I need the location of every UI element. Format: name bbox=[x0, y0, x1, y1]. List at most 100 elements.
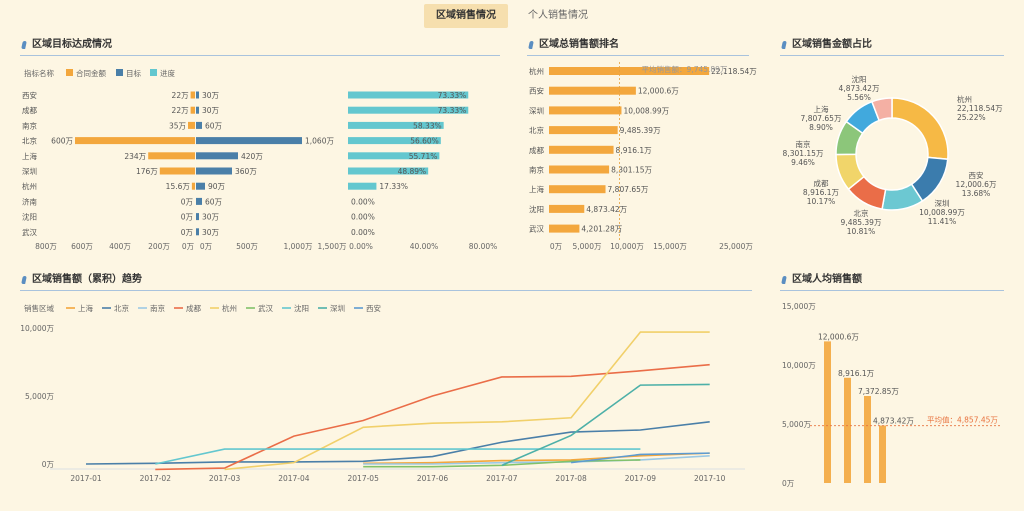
progress-bar bbox=[348, 167, 429, 175]
slice-percent-label: 8.90% bbox=[809, 123, 833, 132]
progress-bar bbox=[348, 182, 377, 190]
x-tick-progress: 0.00% bbox=[349, 242, 373, 251]
target-bar bbox=[196, 91, 199, 99]
target-bar bbox=[196, 121, 202, 129]
slice-percent-label: 13.68% bbox=[962, 189, 991, 198]
x-tick: 2017-03 bbox=[209, 474, 241, 483]
contract-bar bbox=[190, 91, 195, 99]
legend-label: 上海 bbox=[78, 303, 93, 313]
x-tick: 2017-02 bbox=[140, 474, 172, 483]
legend-label: 进度 bbox=[160, 68, 175, 78]
legend-label: 合同金额 bbox=[76, 68, 106, 78]
tab-personal-sales[interactable]: 个人销售情况 bbox=[528, 10, 588, 21]
legend-label: 目标 bbox=[126, 68, 141, 78]
slice-value-label: 22,118.54万 bbox=[957, 104, 1003, 113]
category-label: 北京 bbox=[529, 125, 544, 135]
legend-label: 西安 bbox=[366, 303, 381, 313]
category-label: 杭州 bbox=[22, 181, 37, 191]
target-value-label: 30万 bbox=[202, 228, 220, 237]
category-label: 杭州 bbox=[529, 66, 544, 76]
target-value-label: 60万 bbox=[205, 121, 223, 130]
x-tick-target: 1,000万 bbox=[284, 242, 313, 251]
sales-bar bbox=[549, 126, 618, 135]
sales-bar bbox=[549, 145, 614, 154]
slice-name-label: 南京 bbox=[796, 139, 811, 149]
y-tick: 15,000万 bbox=[782, 302, 816, 311]
slice-percent-label: 9.46% bbox=[791, 158, 815, 167]
percapita-bar bbox=[824, 341, 831, 483]
y-tick: 10,000万 bbox=[20, 324, 54, 333]
x-tick-target: 1,500万 bbox=[318, 242, 347, 251]
slice-name-label: 成都 bbox=[814, 178, 829, 188]
percapita-value-label: 7,372.85万 bbox=[858, 387, 899, 396]
y-tick: 5,000万 bbox=[782, 420, 811, 429]
slice-percent-label: 25.22% bbox=[957, 113, 986, 122]
sales-bar bbox=[549, 204, 585, 213]
contract-value-label: 0万 bbox=[181, 197, 194, 206]
slice-value-label: 10,008.99万 bbox=[919, 208, 965, 217]
category-label: 深圳 bbox=[529, 105, 544, 115]
slice-value-label: 9,485.39万 bbox=[841, 218, 882, 227]
target-panel: 区域目标达成情况 指标名称 合同金额 目标 进度 西安 22万 30万 73.33% 成都 22万… bbox=[20, 38, 500, 260]
x-tick: 2017-04 bbox=[278, 474, 310, 483]
tab-bar: 区域销售情况 个人销售情况 bbox=[0, 4, 1024, 28]
panel-title-target: 区域目标达成情况 bbox=[20, 38, 500, 56]
slice-name-label: 沈阳 bbox=[852, 74, 867, 84]
sales-value-label: 10,008.99万 bbox=[623, 106, 669, 115]
sales-bar bbox=[549, 165, 610, 174]
contract-value-label: 0万 bbox=[181, 228, 194, 237]
slice-name-label: 西安 bbox=[969, 170, 984, 180]
series-line bbox=[363, 452, 710, 465]
series-line bbox=[155, 448, 641, 465]
target-value-label: 360万 bbox=[235, 167, 257, 176]
percapita-chart: 0万 5,000万 10,000万 15,000万 12,000.6万 8,916.1万 7… bbox=[782, 302, 1000, 488]
series-line bbox=[363, 455, 710, 465]
category-label: 沈阳 bbox=[22, 212, 37, 222]
sales-value-label: 9,485.39万 bbox=[620, 126, 661, 135]
legend-swatch bbox=[150, 69, 157, 76]
progress-value-label: 55.71% bbox=[409, 152, 438, 161]
panel-title-trend: 区域销售额（累积）趋势 bbox=[20, 273, 752, 291]
panel-title-percapita: 区域人均销售额 bbox=[780, 273, 1004, 291]
x-tick: 15,000万 bbox=[653, 242, 687, 251]
slice-value-label: 12,000.6万 bbox=[956, 180, 997, 189]
slice-value-label: 4,873.42万 bbox=[839, 84, 880, 93]
slice-name-label: 深圳 bbox=[935, 198, 950, 208]
target-bar bbox=[196, 167, 232, 175]
x-tick-contract: 200万 bbox=[148, 242, 170, 251]
progress-bar bbox=[348, 152, 440, 160]
panel-title-share: 区域销售金额占比 bbox=[780, 38, 1004, 56]
target-value-label: 30万 bbox=[202, 91, 220, 100]
target-value-label: 420万 bbox=[241, 152, 263, 161]
contract-value-label: 234万 bbox=[124, 152, 146, 161]
target-value-label: 60万 bbox=[205, 197, 223, 206]
category-label: 西安 bbox=[22, 90, 37, 100]
category-label: 北京 bbox=[22, 136, 37, 146]
tab-regional-sales[interactable]: 区域销售情况 bbox=[424, 4, 508, 28]
contract-bar bbox=[190, 106, 195, 114]
target-bar bbox=[196, 197, 202, 205]
sales-value-label: 12,000.6万 bbox=[638, 87, 679, 96]
target-value-label: 30万 bbox=[202, 213, 220, 222]
legend-label: 深圳 bbox=[330, 303, 345, 313]
contract-value-label: 22万 bbox=[172, 106, 190, 115]
progress-value-label: 58.33% bbox=[413, 121, 442, 130]
percapita-bar bbox=[844, 377, 851, 483]
category-label: 成都 bbox=[22, 105, 37, 115]
sales-bar bbox=[549, 106, 622, 115]
average-label: 平均值：4,857.45万 bbox=[927, 415, 998, 425]
y-tick: 10,000万 bbox=[782, 361, 816, 370]
category-label: 西安 bbox=[529, 86, 544, 96]
sales-bar bbox=[549, 224, 580, 233]
x-tick-contract: 600万 bbox=[71, 242, 93, 251]
progress-value-label: 0.00% bbox=[351, 213, 375, 222]
contract-value-label: 22万 bbox=[172, 91, 190, 100]
contract-bar bbox=[188, 121, 195, 129]
progress-bar bbox=[348, 91, 469, 99]
slice-name-label: 杭州 bbox=[957, 94, 972, 104]
progress-bar bbox=[348, 106, 469, 114]
legend-swatch bbox=[116, 69, 123, 76]
legend-label: 沈阳 bbox=[294, 303, 309, 313]
